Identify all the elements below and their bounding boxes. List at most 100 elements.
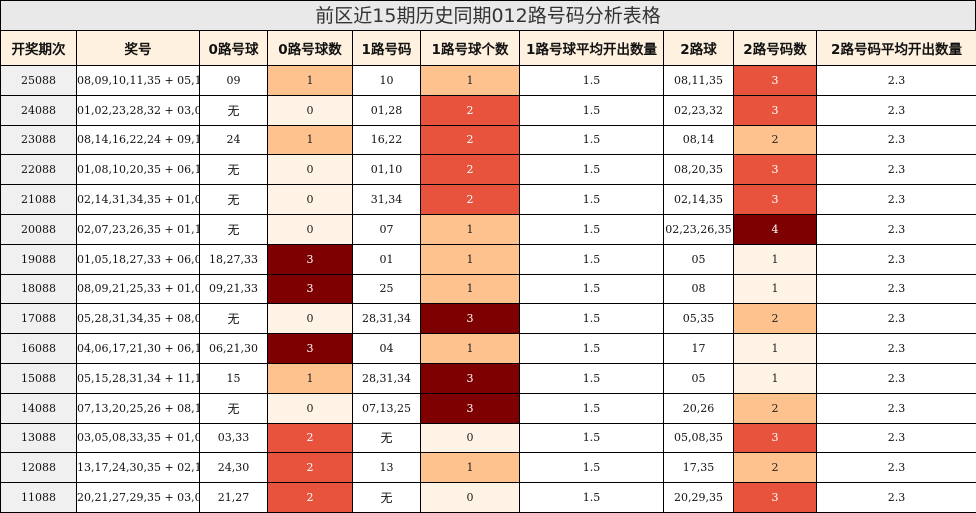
cell-route2-average: 2.3 (817, 274, 976, 304)
cell-route2-count: 2 (734, 304, 817, 334)
cell-route2-count: 1 (734, 334, 817, 364)
cell-route2-balls: 17 (664, 334, 734, 364)
cell-route2-balls: 02,23,32 (664, 95, 734, 125)
cell-route0-balls: 无 (200, 155, 268, 185)
cell-period: 17088 (1, 304, 77, 334)
cell-route0-count: 1 (268, 363, 353, 393)
cell-numbers: 01,08,10,20,35 + 06,11 (77, 155, 200, 185)
cell-route2-average: 2.3 (817, 214, 976, 244)
cell-route2-count: 3 (734, 483, 817, 513)
cell-route2-balls: 08,11,35 (664, 66, 734, 96)
cell-route2-average: 2.3 (817, 125, 976, 155)
cell-route2-count: 1 (734, 244, 817, 274)
cell-route1-average: 1.5 (520, 274, 664, 304)
header-route0-balls: 0路号球 (200, 31, 268, 66)
cell-route1-average: 1.5 (520, 423, 664, 453)
header-route2-average: 2路号码平均开出数量 (817, 31, 976, 66)
cell-route1-balls: 07 (353, 214, 421, 244)
cell-period: 18088 (1, 274, 77, 304)
cell-numbers: 01,02,23,28,32 + 03,05 (77, 95, 200, 125)
cell-period: 21088 (1, 185, 77, 215)
cell-route2-average: 2.3 (817, 155, 976, 185)
cell-route1-balls: 28,31,34 (353, 304, 421, 334)
cell-route1-balls: 25 (353, 274, 421, 304)
analysis-table: 开奖期次 奖号 0路号球 0路号球数 1路号码 1路号球个数 1路号球平均开出数… (0, 30, 976, 513)
header-route2-count: 2路号码数 (734, 31, 817, 66)
cell-route0-count: 1 (268, 125, 353, 155)
cell-route2-balls: 08,20,35 (664, 155, 734, 185)
cell-route0-count: 2 (268, 453, 353, 483)
cell-route0-balls: 无 (200, 185, 268, 215)
cell-numbers: 20,21,27,29,35 + 03,08 (77, 483, 200, 513)
cell-route2-average: 2.3 (817, 453, 976, 483)
cell-route2-average: 2.3 (817, 483, 976, 513)
cell-route2-balls: 02,23,26,35 (664, 214, 734, 244)
cell-route1-balls: 10 (353, 66, 421, 96)
cell-route0-balls: 21,27 (200, 483, 268, 513)
cell-route0-balls: 09,21,33 (200, 274, 268, 304)
cell-route0-balls: 09 (200, 66, 268, 96)
cell-route2-count: 4 (734, 214, 817, 244)
header-period: 开奖期次 (1, 31, 77, 66)
cell-route2-average: 2.3 (817, 334, 976, 364)
cell-route2-count: 3 (734, 155, 817, 185)
cell-route0-count: 3 (268, 334, 353, 364)
cell-route1-count: 2 (421, 125, 520, 155)
cell-numbers: 08,14,16,22,24 + 09,12 (77, 125, 200, 155)
cell-route1-average: 1.5 (520, 95, 664, 125)
cell-route1-count: 1 (421, 334, 520, 364)
cell-route2-average: 2.3 (817, 185, 976, 215)
cell-route1-count: 1 (421, 244, 520, 274)
cell-route2-average: 2.3 (817, 244, 976, 274)
cell-route2-balls: 05,08,35 (664, 423, 734, 453)
cell-route1-count: 0 (421, 423, 520, 453)
cell-route1-count: 1 (421, 274, 520, 304)
cell-route1-average: 1.5 (520, 66, 664, 96)
cell-route2-balls: 17,35 (664, 453, 734, 483)
cell-numbers: 08,09,10,11,35 + 05,11 (77, 66, 200, 96)
cell-route0-balls: 24 (200, 125, 268, 155)
cell-route1-balls: 16,22 (353, 125, 421, 155)
header-route0-count: 0路号球数 (268, 31, 353, 66)
cell-period: 13088 (1, 423, 77, 453)
cell-route2-balls: 20,26 (664, 393, 734, 423)
cell-period: 16088 (1, 334, 77, 364)
cell-route2-count: 3 (734, 66, 817, 96)
cell-route1-count: 2 (421, 185, 520, 215)
cell-route2-count: 2 (734, 453, 817, 483)
cell-period: 11088 (1, 483, 77, 513)
cell-route0-count: 1 (268, 66, 353, 96)
cell-numbers: 13,17,24,30,35 + 02,10 (77, 453, 200, 483)
header-row: 开奖期次 奖号 0路号球 0路号球数 1路号码 1路号球个数 1路号球平均开出数… (1, 31, 976, 66)
cell-route1-average: 1.5 (520, 185, 664, 215)
cell-route0-balls: 06,21,30 (200, 334, 268, 364)
cell-route0-count: 3 (268, 274, 353, 304)
cell-route0-balls: 无 (200, 95, 268, 125)
cell-route2-count: 3 (734, 95, 817, 125)
cell-route1-average: 1.5 (520, 155, 664, 185)
cell-numbers: 05,28,31,34,35 + 08,09 (77, 304, 200, 334)
cell-route1-average: 1.5 (520, 244, 664, 274)
cell-route2-balls: 05 (664, 244, 734, 274)
cell-route1-average: 1.5 (520, 214, 664, 244)
cell-route1-count: 2 (421, 155, 520, 185)
cell-route0-count: 0 (268, 214, 353, 244)
header-route1-count: 1路号球个数 (421, 31, 520, 66)
cell-route2-average: 2.3 (817, 423, 976, 453)
cell-route0-count: 2 (268, 483, 353, 513)
cell-period: 15088 (1, 363, 77, 393)
cell-route1-balls: 13 (353, 453, 421, 483)
cell-route0-balls: 无 (200, 304, 268, 334)
cell-period: 19088 (1, 244, 77, 274)
cell-route2-count: 1 (734, 274, 817, 304)
cell-route1-balls: 01,10 (353, 155, 421, 185)
